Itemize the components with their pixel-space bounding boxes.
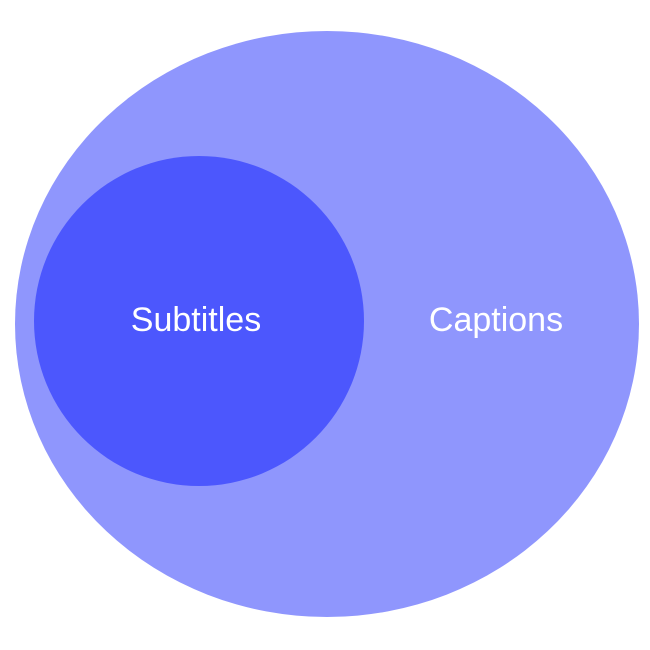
captions-label: Captions xyxy=(429,301,563,339)
subtitles-label: Subtitles xyxy=(131,301,261,339)
subtitles-circle xyxy=(34,156,364,486)
